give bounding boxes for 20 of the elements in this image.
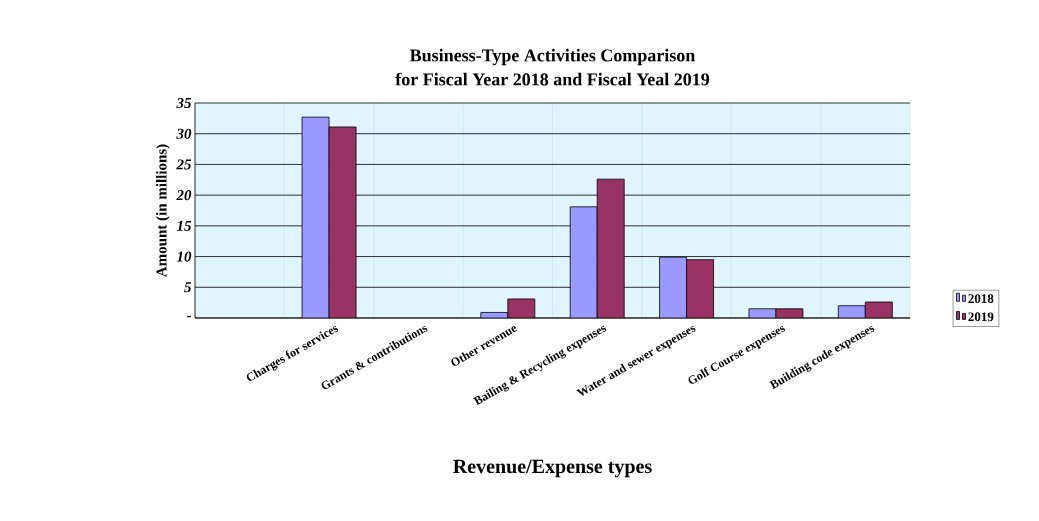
chart-title: Business-Type Activities Comparison bbox=[409, 48, 696, 66]
legend-label: 2018 bbox=[968, 294, 994, 303]
y-axis-title: Amount (in millions) bbox=[156, 144, 170, 278]
y-tick-label: 25 bbox=[176, 159, 192, 170]
y-tick-label: 10 bbox=[176, 251, 192, 262]
y-tick-label: 15 bbox=[176, 220, 192, 231]
x-axis-title: Revenue/Expense types bbox=[453, 459, 652, 478]
bar bbox=[596, 178, 625, 318]
y-tick-label: 30 bbox=[176, 128, 192, 139]
bar bbox=[659, 256, 687, 318]
y-tick-label: - bbox=[186, 315, 191, 318]
chart-subtitle: for Fiscal Year 2018 and Fiscal Yeal 2019 bbox=[395, 72, 710, 86]
y-tick-label: 35 bbox=[176, 97, 192, 109]
legend-label: 2019 bbox=[968, 312, 994, 322]
bar bbox=[569, 206, 598, 318]
bar bbox=[301, 116, 330, 318]
bar bbox=[686, 259, 714, 318]
bar bbox=[328, 126, 357, 318]
y-tick-label: 5 bbox=[184, 282, 192, 293]
y-tick-label: 20 bbox=[176, 190, 192, 201]
